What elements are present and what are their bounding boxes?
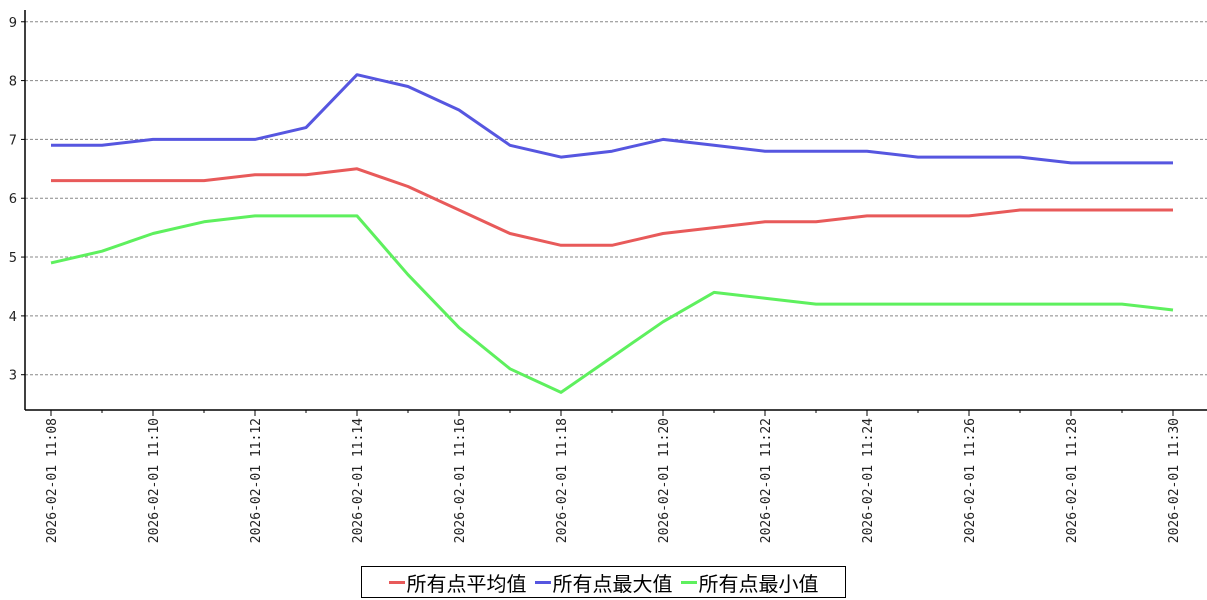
y-tick-label: 4 bbox=[9, 310, 17, 325]
y-tick-label: 5 bbox=[9, 251, 17, 266]
legend-item-average: 所有点平均值 bbox=[388, 568, 527, 597]
x-tick-label: 2026-02-01 11:12 bbox=[249, 418, 264, 543]
x-axis-ticks: 2026-02-01 11:08 2026-02-01 11:10 2026-02-… bbox=[45, 410, 1182, 543]
legend-item-max: 所有点最大值 bbox=[534, 568, 673, 597]
series-line-min bbox=[50, 214, 1174, 394]
x-tick-label: 2026-02-01 11:14 bbox=[351, 418, 366, 543]
legend-swatch-average bbox=[388, 580, 405, 584]
y-tick-label: 8 bbox=[9, 75, 17, 90]
x-tick-label: 2026-02-01 11:30 bbox=[1167, 418, 1182, 543]
grid-lines bbox=[25, 21, 1207, 376]
series-line-average bbox=[51, 167, 1173, 247]
legend-label-min: 所有点最小值 bbox=[698, 571, 819, 596]
x-tick-label: 2026-02-01 11:24 bbox=[861, 418, 876, 543]
y-axis-ticks: 3 4 5 6 7 8 9 bbox=[9, 16, 25, 384]
y-tick-label: 9 bbox=[9, 16, 17, 31]
x-tick-label: 2026-02-01 11:16 bbox=[453, 418, 468, 543]
x-tick-label: 2026-02-01 11:26 bbox=[963, 418, 978, 543]
legend-label-average: 所有点平均值 bbox=[406, 571, 527, 596]
y-tick-label: 3 bbox=[9, 369, 17, 384]
x-tick-label: 2026-02-01 11:28 bbox=[1065, 418, 1080, 543]
legend-item-min: 所有点最小值 bbox=[680, 568, 819, 597]
y-tick-label: 6 bbox=[9, 192, 17, 207]
series-line-max bbox=[51, 73, 1173, 165]
y-tick-label: 7 bbox=[9, 133, 17, 148]
x-tick-label: 2026-02-01 11:22 bbox=[759, 418, 774, 543]
legend-swatch-max bbox=[534, 580, 551, 584]
legend: 所有点平均值 所有点最大值 所有点最小值 bbox=[361, 566, 846, 598]
legend-swatch-min bbox=[680, 580, 697, 584]
x-tick-label: 2026-02-01 11:08 bbox=[45, 418, 60, 543]
x-tick-label: 2026-02-01 11:10 bbox=[147, 418, 162, 543]
series-lines bbox=[50, 73, 1174, 394]
x-tick-label: 2026-02-01 11:20 bbox=[657, 418, 672, 543]
legend-label-max: 所有点最大值 bbox=[552, 571, 673, 596]
x-tick-label: 2026-02-01 11:18 bbox=[555, 418, 570, 543]
